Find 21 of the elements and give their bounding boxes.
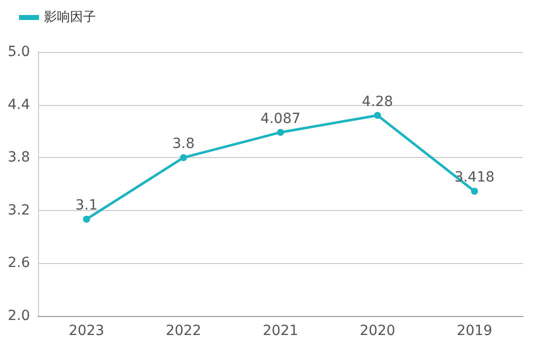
x-tick-label: 2022 xyxy=(166,323,202,339)
data-label: 3.8 xyxy=(172,136,195,152)
data-label: 4.087 xyxy=(260,110,301,127)
point xyxy=(277,128,284,136)
x-tick-label: 2023 xyxy=(68,323,104,339)
y-tick-label: 2.0 xyxy=(8,308,30,324)
data-label: 3.1 xyxy=(75,198,98,214)
legend-label: 影响因子 xyxy=(44,10,96,25)
x-tick-label: 2019 xyxy=(456,323,492,339)
point xyxy=(374,112,381,119)
y-tick-label: 3.2 xyxy=(8,202,30,218)
data-label: 4.28 xyxy=(362,94,394,110)
point xyxy=(83,216,90,223)
y-tick-label: 3.8 xyxy=(8,150,30,166)
y-tick-label: 5.0 xyxy=(8,44,30,60)
x-tick-label: 2021 xyxy=(262,323,298,339)
y-tick-label: 2.6 xyxy=(8,255,30,272)
point xyxy=(471,188,478,195)
x-tick-label: 2020 xyxy=(360,323,396,339)
point xyxy=(180,154,187,162)
y-tick-label: 4.4 xyxy=(8,96,30,113)
